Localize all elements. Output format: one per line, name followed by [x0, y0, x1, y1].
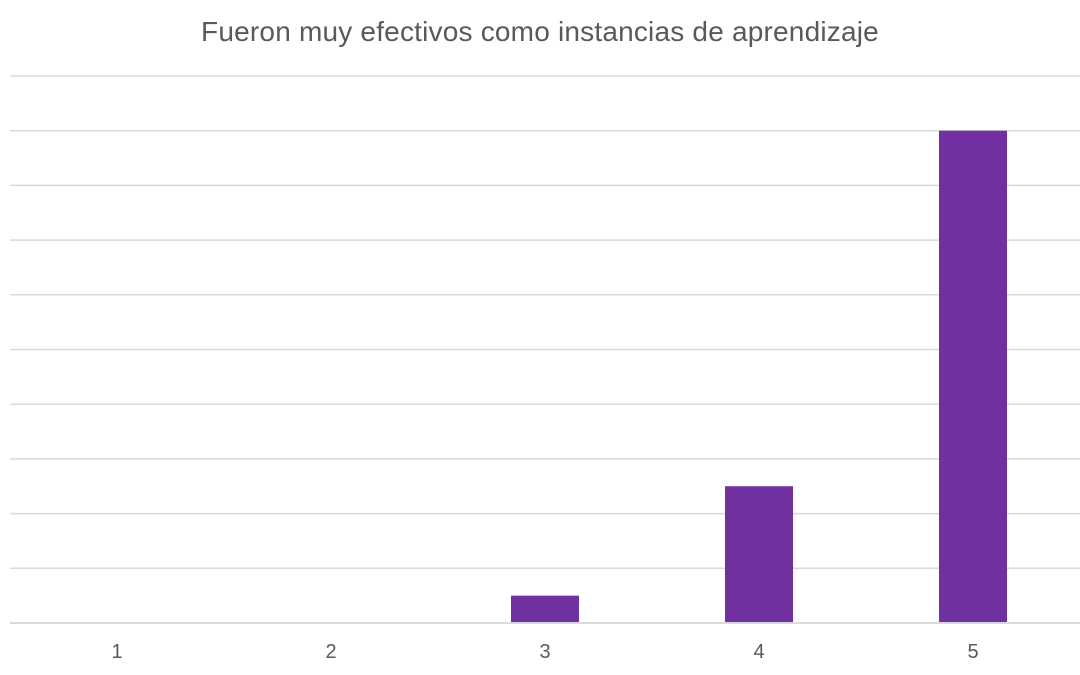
bar-5 [939, 130, 1007, 623]
x-tick-label-2: 2 [325, 641, 336, 663]
bar-4 [725, 486, 793, 623]
x-tick-label-4: 4 [753, 641, 764, 663]
x-tick-label-5: 5 [967, 641, 978, 663]
x-tick-label-3: 3 [539, 641, 550, 663]
x-tick-label-1: 1 [111, 641, 122, 663]
chart-title: Fueron muy efectivos como instancias de … [201, 16, 879, 47]
bar-3 [511, 595, 579, 623]
